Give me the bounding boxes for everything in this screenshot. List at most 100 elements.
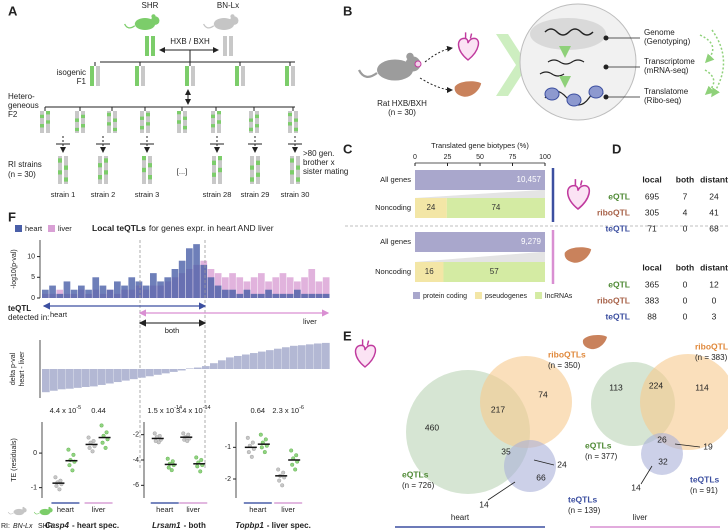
cell: 71 [647, 223, 657, 233]
delta-bar [90, 369, 98, 387]
label: (n = 30) [8, 170, 36, 179]
chromosome-segment [290, 158, 294, 163]
histogram-bar [265, 289, 272, 298]
label: isogenic [57, 68, 86, 77]
chromosome [185, 66, 189, 86]
histogram-bar [99, 285, 107, 298]
histogram-bar [164, 277, 172, 298]
arrow [419, 77, 453, 93]
column-header: local [642, 262, 661, 272]
legend-label: heart [25, 224, 43, 233]
label: detected in: [8, 313, 49, 322]
histogram-bar [279, 273, 287, 298]
chromosome [296, 156, 300, 184]
column-header: distant [700, 262, 728, 272]
histogram-bar [286, 293, 294, 298]
y-tick-label: -2 [133, 432, 139, 439]
delta-bar [250, 353, 258, 369]
histogram-bar [56, 293, 64, 298]
chromosome-segment [183, 116, 187, 120]
delta-bar [82, 369, 90, 387]
chromosome-segment [211, 114, 215, 119]
heart-shape [566, 184, 591, 210]
histogram-bar [85, 289, 92, 298]
chromosome [96, 66, 100, 86]
row-label: teQTL [605, 223, 630, 233]
column-header: both [676, 262, 694, 272]
label: strain 2 [91, 190, 116, 199]
ribosome [544, 87, 560, 101]
category-label: All genes [380, 237, 411, 246]
label: strain 30 [281, 190, 310, 199]
label: >80 gen. [303, 149, 334, 158]
delta-bar [42, 369, 50, 393]
label: RI: [1, 523, 10, 530]
chromosome-segment [177, 120, 181, 124]
dot [290, 462, 295, 467]
cell: 88 [647, 311, 657, 321]
chromosome [211, 111, 215, 133]
rat-tail [357, 69, 378, 78]
delta-bar [306, 344, 314, 369]
mrna [539, 71, 565, 77]
delta-bar [170, 369, 178, 372]
histogram-bar [286, 277, 294, 298]
line [674, 443, 701, 448]
cell: 0 [683, 295, 688, 305]
row-label: riboQTL [597, 207, 630, 217]
chromosome-segment [104, 158, 108, 163]
chromosome-segment [146, 122, 150, 126]
x-tick-label: liver [186, 505, 200, 514]
ribosome [588, 85, 604, 99]
label: BN-Lx [217, 1, 239, 10]
label: (Genotyping) [644, 37, 691, 46]
rat-tail [33, 511, 40, 515]
y-axis-label: heart - liver [19, 351, 26, 387]
heart-vessel [574, 179, 583, 186]
chromosome-segment [140, 125, 144, 130]
chromosome-segment [148, 175, 152, 180]
p-value-exp: -14 [203, 405, 211, 411]
chromosome-segment [212, 172, 216, 177]
histogram-bar [294, 289, 301, 298]
dot [169, 468, 174, 473]
delta-bar [314, 343, 322, 369]
rat-icon [124, 14, 160, 30]
label: F1 [77, 77, 87, 86]
label: strain 28 [203, 190, 232, 199]
histogram-bar [142, 285, 150, 298]
chromosome-segment [218, 156, 222, 161]
label: sister mating [303, 167, 348, 176]
label: strain 1 [51, 190, 76, 199]
dot [199, 458, 204, 463]
delta-bar [218, 360, 226, 369]
dot [186, 432, 191, 437]
dot [258, 432, 263, 437]
region-count: 35 [501, 446, 511, 456]
x-tick-label: liver [281, 505, 295, 514]
dot [289, 448, 294, 453]
dot [245, 435, 250, 440]
histogram-bar [258, 273, 265, 298]
chromosome-segment [64, 177, 68, 182]
histogram-bar [229, 273, 236, 298]
chromosome-segment [75, 118, 79, 122]
region-count: 32 [658, 456, 668, 466]
delta-bar [162, 369, 170, 374]
row-label: teQTL [605, 311, 630, 321]
chromosome [98, 156, 102, 184]
histogram-bar [214, 273, 222, 298]
row-label: riboQTL [597, 295, 630, 305]
gene-suffix: - heart spec. [72, 521, 119, 530]
delta-bar [114, 369, 122, 383]
rat-icon [33, 506, 53, 516]
rat-head-mark [414, 60, 422, 68]
chromosome-segment [250, 177, 254, 182]
dot [194, 455, 199, 460]
histogram-bar [236, 293, 244, 298]
chromosome [104, 156, 108, 184]
legend-label: lncRNAs [545, 293, 573, 300]
histogram-bar [186, 248, 193, 298]
dot [152, 431, 157, 436]
histogram-bar [171, 269, 179, 298]
